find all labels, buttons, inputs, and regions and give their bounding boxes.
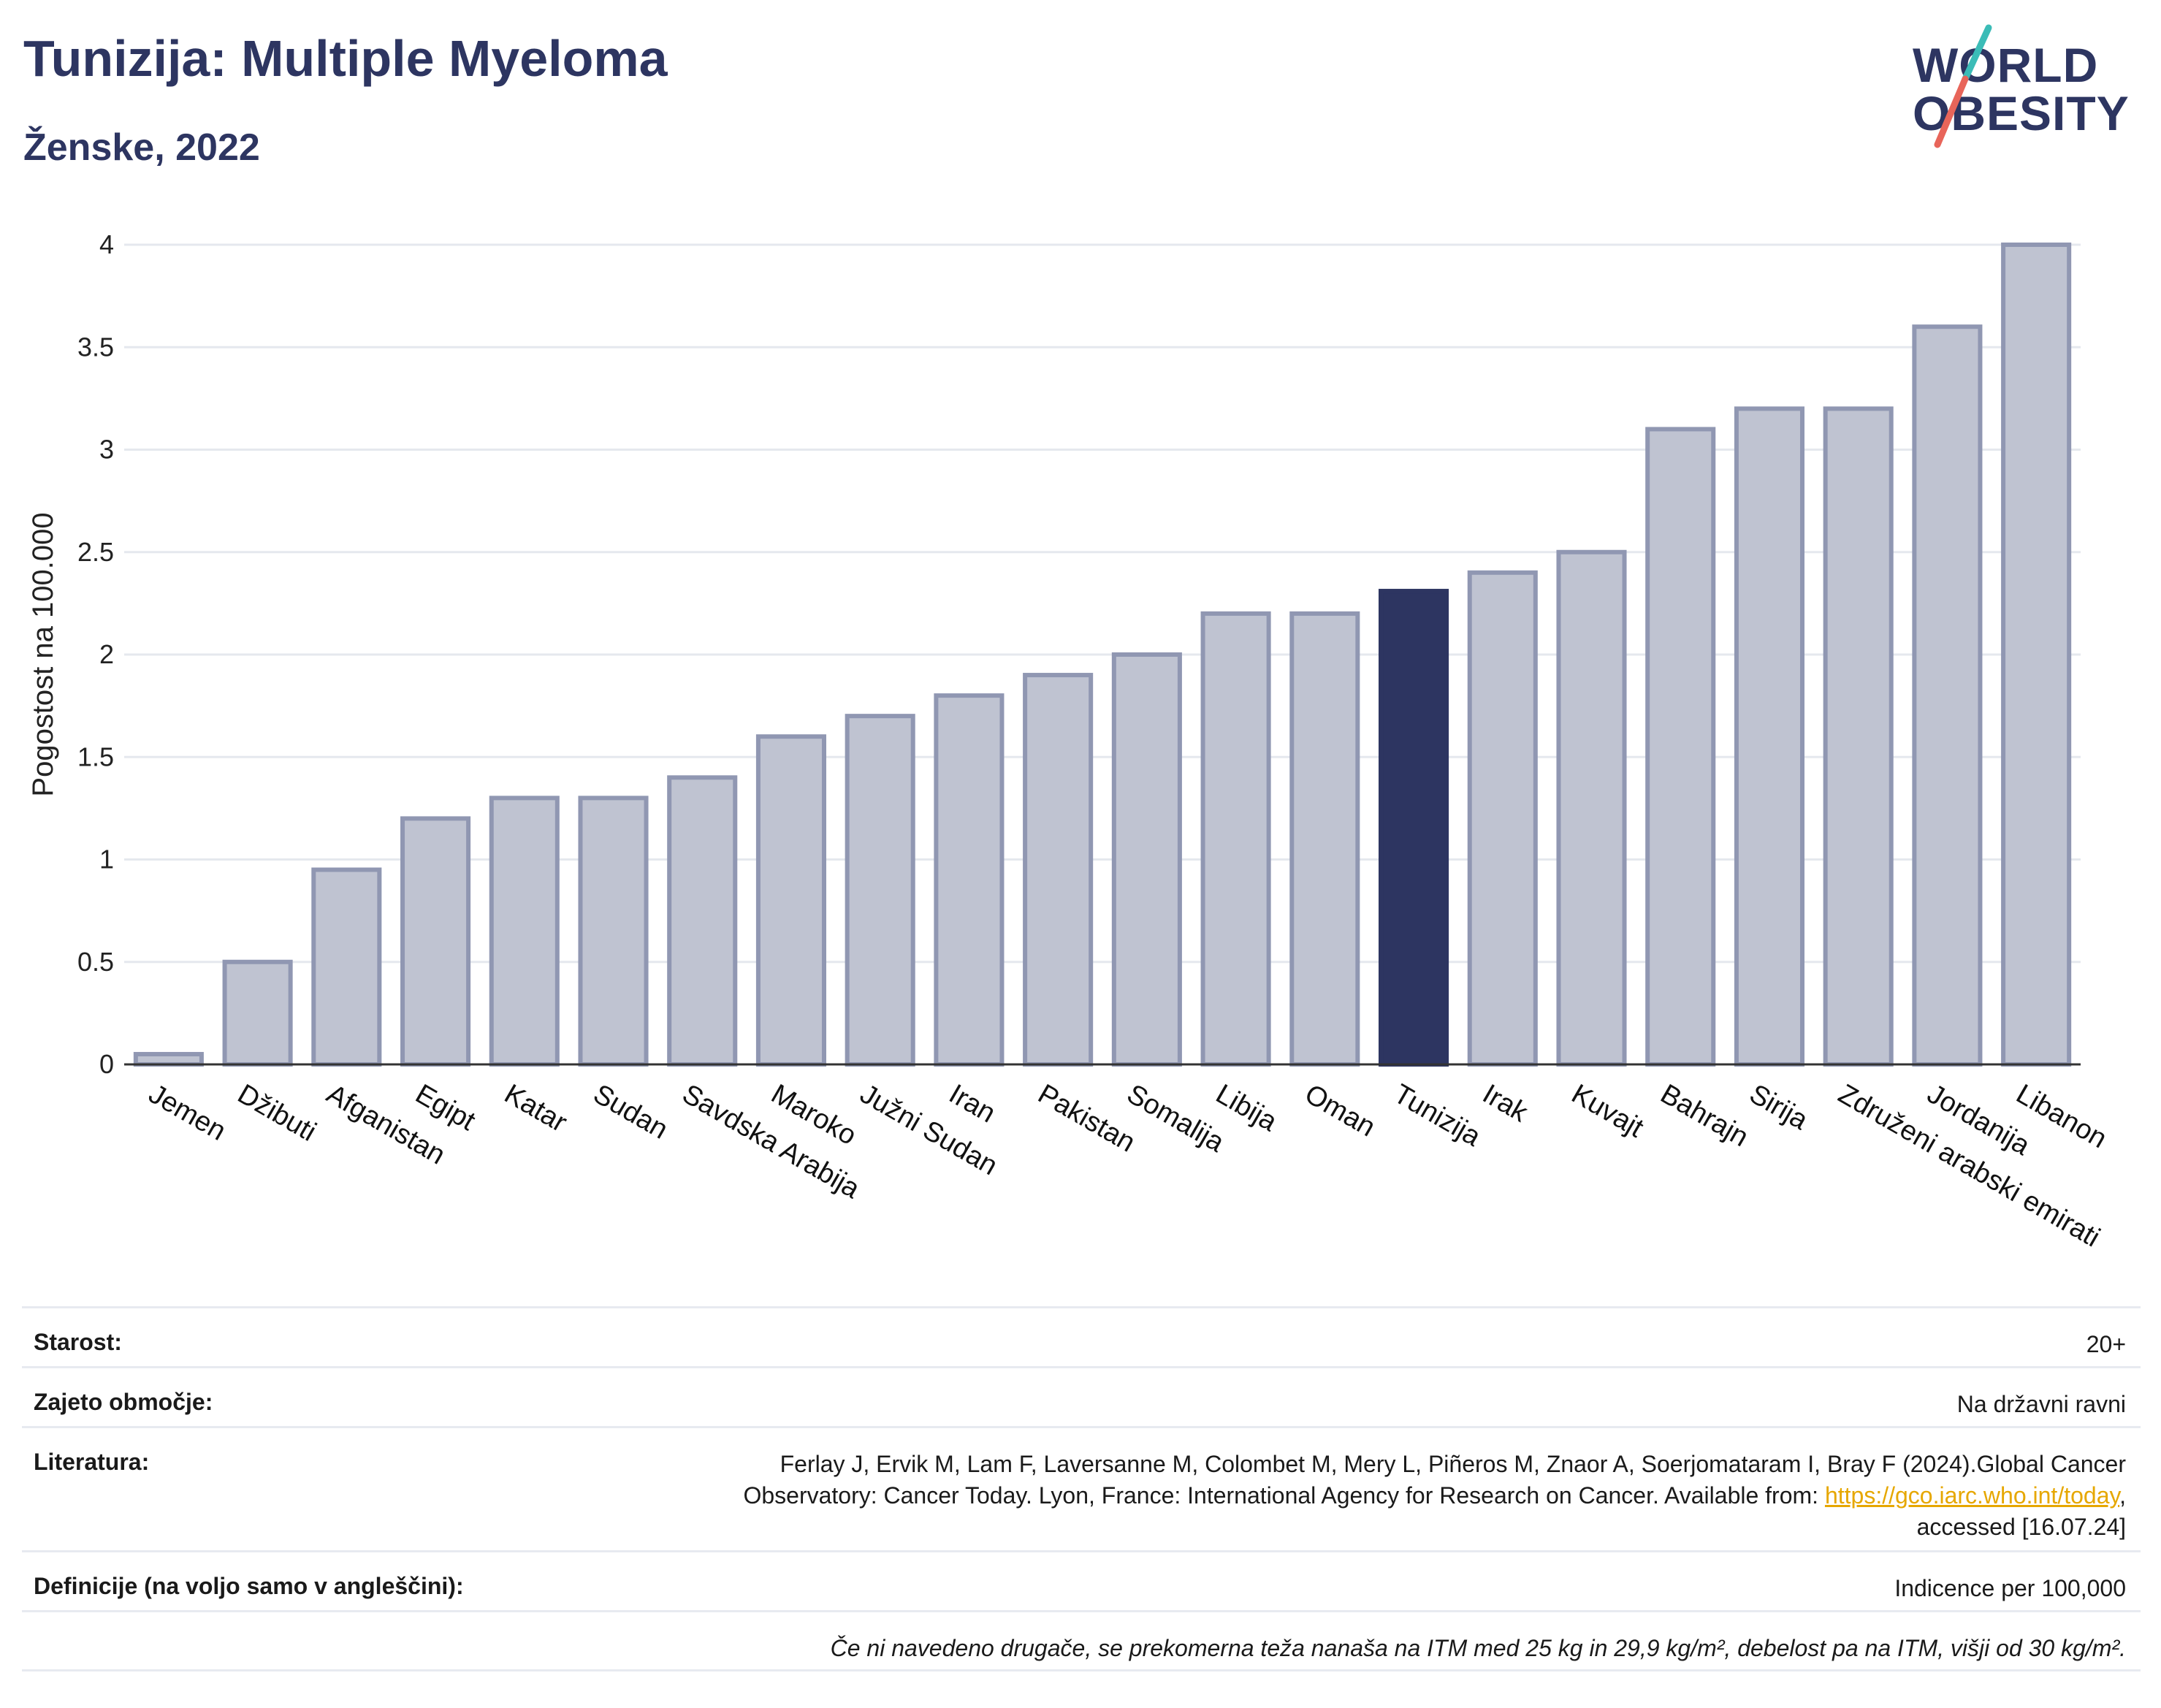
literature-line2: Observatory: Cancer Today. Lyon, France:… — [743, 1480, 2126, 1511]
y-tick-label: 3 — [99, 435, 114, 465]
x-tick-label: Somalija — [1121, 1078, 1230, 1159]
bar — [934, 693, 1005, 1067]
bar — [1111, 652, 1182, 1067]
y-tick-label: 1 — [99, 845, 114, 874]
y-tick-label: 0 — [99, 1049, 114, 1079]
chart-subtitle: Ženske, 2022 — [23, 126, 260, 169]
footnote-text: Če ni navedeno drugače, se prekomerna te… — [830, 1635, 2126, 1661]
x-tick-label: Pakistan — [1033, 1078, 1140, 1158]
y-tick-label: 3.5 — [77, 332, 114, 362]
bar — [1467, 570, 1538, 1067]
chart-title: Tunizija: Multiple Myeloma — [23, 30, 668, 87]
y-axis-label: Pogostost na 100.000 — [27, 512, 59, 796]
x-tick-label: Sudan — [588, 1078, 673, 1145]
x-tick-label: Irak — [1477, 1078, 1533, 1129]
x-tick-label: Tunizija — [1389, 1078, 1487, 1153]
bar — [1645, 427, 1716, 1067]
bar — [2001, 243, 2072, 1067]
info-row-age: Starost: 20+ — [22, 1306, 2141, 1366]
definitions-label: Definicije (na voljo samo v angleščini): — [34, 1573, 464, 1599]
literature-line2-end: , — [2119, 1482, 2126, 1509]
bar — [400, 816, 471, 1067]
bar — [667, 775, 738, 1067]
bar — [1912, 324, 1983, 1067]
bar — [133, 1051, 204, 1067]
y-tick-label: 2 — [99, 639, 114, 669]
world-obesity-logo: WORLD OBESITY — [1907, 20, 2148, 159]
y-tick-label: 0.5 — [77, 947, 114, 977]
y-tick-label: 1.5 — [77, 741, 114, 771]
literature-line2-text: Observatory: Cancer Today. Lyon, France:… — [743, 1482, 1825, 1509]
bar — [845, 714, 915, 1067]
info-row-definitions: Definicije (na voljo samo v angleščini):… — [22, 1550, 2141, 1610]
x-tick-label: Džibuti — [232, 1078, 321, 1147]
age-value: 20+ — [2086, 1331, 2126, 1357]
x-tick-label: Sirija — [1744, 1078, 1813, 1136]
info-row-footnote: Če ni navedeno drugače, se prekomerna te… — [22, 1610, 2141, 1671]
coverage-label: Zajeto območje: — [34, 1389, 213, 1415]
bar — [755, 734, 826, 1067]
bar — [489, 796, 560, 1067]
literature-label: Literatura: — [34, 1449, 150, 1475]
logo-line1: WORLD — [1913, 38, 2099, 92]
bar — [222, 959, 293, 1067]
x-tick-label: Bahrajn — [1655, 1078, 1753, 1153]
x-tick-label: Kuvajt — [1566, 1078, 1649, 1143]
x-tick-label: Jemen — [143, 1078, 231, 1146]
literature-line3: accessed [16.07.24] — [1916, 1514, 2126, 1540]
bar — [1734, 406, 1804, 1067]
bar-highlighted — [1379, 589, 1449, 1067]
bar — [578, 796, 649, 1067]
info-table: Starost: 20+ Zajeto območje: Na državni … — [22, 1306, 2141, 1671]
age-label: Starost: — [34, 1329, 122, 1355]
literature-link[interactable]: https://gco.iarc.who.int/today — [1824, 1482, 2120, 1509]
bar — [1023, 673, 1094, 1067]
coverage-value: Na državni ravni — [1956, 1391, 2126, 1417]
x-tick-label: Iran — [944, 1078, 1001, 1129]
bar — [1200, 611, 1271, 1067]
y-axis-ticks: 0 0.5 1 1.5 2 2.5 3 3.5 4 — [77, 229, 114, 1079]
bars — [133, 243, 2072, 1067]
x-tick-label: Oman — [1300, 1078, 1381, 1143]
info-row-coverage: Zajeto območje: Na državni ravni — [22, 1366, 2141, 1426]
logo-slash-icon — [1934, 24, 1992, 148]
literature-value: Ferlay J, Ervik M, Lam F, Laversanne M, … — [743, 1449, 2126, 1543]
literature-line1: Ferlay J, Ervik M, Lam F, Laversanne M, … — [780, 1451, 2126, 1477]
x-tick-label: Katar — [499, 1078, 572, 1138]
y-tick-label: 2.5 — [77, 537, 114, 567]
y-tick-label: 4 — [99, 229, 114, 259]
bar-chart: 00.511.522.533.54 Jemen Džibuti Afganistan… — [27, 229, 2112, 1254]
info-row-literature: Literatura: Ferlay J, Ervik M, Lam F, La… — [22, 1426, 2141, 1550]
bar — [1823, 406, 1894, 1067]
bar — [1289, 611, 1360, 1067]
bar — [311, 867, 382, 1067]
definitions-value: Indicence per 100,000 — [1894, 1575, 2126, 1601]
bar — [1556, 549, 1627, 1067]
